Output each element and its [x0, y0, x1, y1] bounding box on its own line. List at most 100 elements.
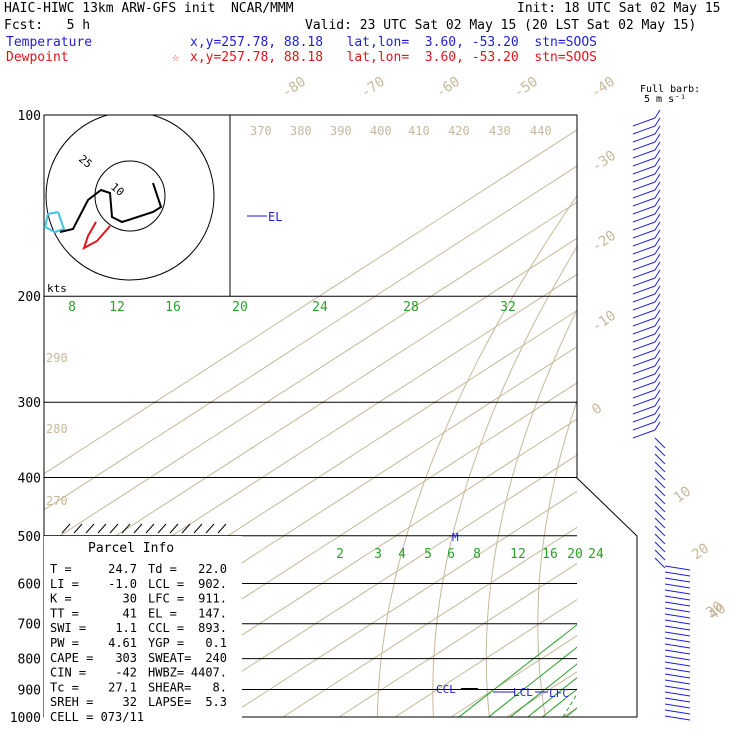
wind-barb	[664, 577, 691, 583]
wind-barb	[654, 205, 661, 215]
isotherm-label: 0	[589, 400, 605, 418]
parcel-hatch	[205, 523, 215, 534]
mixing-ratio-line	[542, 688, 577, 718]
isotherm-label: 30	[703, 599, 726, 622]
parcel-label: CIN =	[50, 666, 86, 680]
legend-temperature-info: x,y=257.78, 88.18 lat,lon= 3.60, -53.20 …	[190, 35, 597, 50]
header-forecast-hour: Fcst: 5 h	[4, 18, 91, 33]
wind-barb	[654, 365, 661, 375]
el-label: EL	[268, 210, 282, 224]
theta-label: 400	[370, 124, 392, 138]
parcel-value: 27.1	[108, 680, 137, 694]
wind-barb	[664, 703, 691, 709]
legend-star-icon: ☆	[172, 50, 180, 64]
mixing-ratio-label: 6	[447, 547, 455, 562]
parcel-hatch	[145, 523, 155, 534]
wind-barb	[664, 595, 691, 601]
parcel-label: SWI =	[50, 621, 86, 635]
parcel-value: 902.	[198, 577, 227, 591]
moist-adiabat-line	[630, 296, 740, 717]
parcel-value: 893.	[198, 621, 227, 635]
parcel-panel	[44, 536, 242, 721]
wind-barb	[654, 269, 661, 279]
wind-barb	[654, 261, 661, 271]
pressure-label: 900	[18, 683, 41, 698]
hodograph-trace-mid	[59, 182, 163, 233]
wind-barb	[664, 715, 691, 721]
parcel-label: Td =	[148, 562, 177, 576]
wind-barb	[654, 493, 666, 505]
parcel-label: TT =	[50, 606, 79, 620]
wind-barb	[654, 333, 661, 343]
moist-adiabat-line	[675, 296, 740, 717]
legend-dewpoint-label: Dewpoint	[6, 50, 69, 65]
dry-adiabat-line	[727, 115, 740, 717]
parcel-label: PW =	[50, 636, 79, 650]
hodograph-trace-low	[82, 221, 111, 251]
mixing-ratio-label: 2	[336, 547, 344, 562]
wind-barb	[654, 181, 661, 191]
wind-barb	[654, 325, 661, 335]
mixing-ratio-label: 20	[232, 300, 248, 315]
wind-barb	[654, 245, 661, 255]
wind-barb	[632, 165, 656, 175]
wind-barb	[654, 165, 661, 175]
parcel-value: 22.0	[198, 562, 227, 576]
mixing-ratio-label: 24	[312, 300, 328, 315]
wind-barb	[654, 453, 666, 465]
mixing-ratio-label: 5	[424, 547, 432, 562]
parcel-value: 1.1	[115, 621, 137, 635]
dry-adiabat-line	[636, 115, 740, 717]
barb-legend-line2: 5 m s⁻¹	[644, 94, 687, 105]
wind-barb	[654, 157, 661, 167]
wind-barb	[654, 117, 661, 127]
wind-barb	[632, 205, 656, 215]
wind-barb	[632, 301, 656, 311]
wind-barb	[664, 571, 691, 577]
isotherm-label: -50	[511, 74, 541, 102]
wind-barb	[654, 357, 661, 367]
wind-barb	[632, 413, 656, 423]
isotherm-label: -70	[358, 74, 388, 102]
parcel-value: 4.61	[108, 636, 137, 650]
wind-barb	[632, 133, 656, 143]
wind-barb	[654, 293, 661, 303]
wind-barb	[664, 631, 691, 637]
wind-barb	[654, 149, 661, 159]
wind-barb	[632, 269, 656, 279]
wind-barb	[654, 413, 661, 423]
wind-barb	[632, 189, 656, 199]
wind-barb	[654, 501, 666, 513]
wind-barb	[632, 197, 656, 207]
parcel-value: 30	[123, 592, 137, 606]
mixing-ratio-line	[565, 707, 577, 718]
wind-barb	[632, 149, 656, 159]
header-line1-left: HAIC-HIWC 13km ARW-GFS init NCAR/MMM	[4, 1, 294, 16]
theta-label: 380	[290, 124, 312, 138]
isotherm-line	[282, 526, 577, 718]
wind-barb	[632, 157, 656, 167]
isotherm-label: 10	[671, 484, 694, 507]
wind-barb	[664, 565, 691, 571]
isotherm-line	[562, 707, 577, 718]
wind-barb	[664, 637, 691, 643]
wind-barb	[654, 397, 661, 407]
wind-barb	[632, 389, 656, 399]
wind-barb	[654, 541, 666, 553]
wind-barb	[654, 277, 661, 287]
wind-barb	[654, 485, 666, 497]
hodograph-trace-upper	[43, 211, 66, 234]
wind-barb	[664, 625, 691, 631]
dry-adiabat-line	[537, 399, 577, 718]
mixing-ratio-label: 12	[510, 547, 526, 562]
wind-barb	[632, 421, 656, 431]
wind-barb	[654, 237, 661, 247]
wind-barb	[632, 285, 656, 295]
wind-barb	[664, 583, 691, 589]
parcel-value: -42	[115, 666, 137, 680]
parcel-label: SREH =	[50, 695, 93, 709]
dry-adiabat-line	[432, 245, 577, 718]
hodograph-rings	[45, 115, 215, 281]
theta-label: 410	[408, 124, 430, 138]
legend-temperature-label: Temperature	[6, 35, 93, 50]
